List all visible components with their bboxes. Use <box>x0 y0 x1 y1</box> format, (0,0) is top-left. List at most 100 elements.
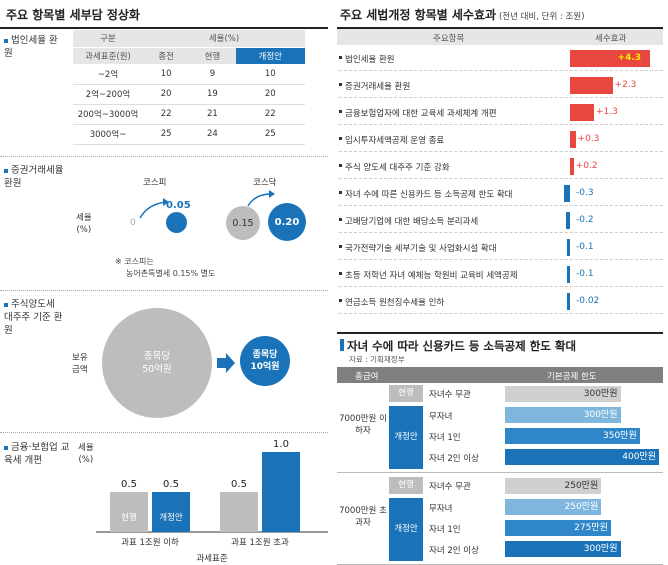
kosdaq-label: 코스닥 <box>253 178 277 188</box>
row-marker <box>339 56 342 59</box>
row-label: 자녀 2인 이상 <box>429 454 479 464</box>
cell: 10 <box>235 64 305 85</box>
bar <box>262 452 300 532</box>
effect-label: 연금소득 원천징수세율 인하 <box>345 298 445 308</box>
kosdaq-from-circle: 0.15 <box>226 206 260 240</box>
bar-series-label: 현행 <box>121 512 137 523</box>
cell: 3000억~ <box>73 124 143 145</box>
th-col-prev: 종전 <box>143 47 190 65</box>
row-marker <box>339 299 342 302</box>
kospi-dot <box>166 212 187 233</box>
effect-bar <box>564 185 570 202</box>
right-title: 주요 세법개정 항목별 세수효과 <box>340 8 497 22</box>
effect-label: 초등 저학년 자녀 예체능 학원비 교육비 세액공제 <box>345 271 518 281</box>
row-label: 자녀 2인 이상 <box>429 546 479 556</box>
effect-row: 증권거래세율 환원 +2.3 <box>339 72 663 98</box>
sec3-title: 주식양도세 대주주 기준 환원 <box>4 298 66 337</box>
arrow-icon <box>139 198 169 219</box>
card-rule <box>337 332 663 334</box>
divider <box>0 432 328 433</box>
cell: 19 <box>189 84 236 105</box>
row-label: 무자녀 <box>429 504 453 514</box>
effect-bar <box>570 158 574 175</box>
current-bar: 300만원 <box>505 386 621 402</box>
small-circle: 종목당 10억원 <box>240 336 290 386</box>
bar-value-label: 0.5 <box>163 479 179 490</box>
note-line1: ※ 코스피는 <box>115 257 154 266</box>
kosdaq-from: 0.15 <box>232 217 254 229</box>
holding-label: 보유 금액 <box>72 353 88 375</box>
row-label: 자녀수 무관 <box>429 390 471 400</box>
proposed-bar: 300만원 <box>505 407 621 423</box>
card-title-text: 자녀 수에 따라 신용카드 등 소득공제 한도 확대 <box>347 339 577 353</box>
th-rate: 세율(%) <box>143 30 305 48</box>
row-marker <box>339 83 342 86</box>
bar-value-label: 0.5 <box>231 479 247 490</box>
card-header: 총급여 기본공제 한도 <box>337 367 663 383</box>
effect-value: +2.3 <box>614 80 637 90</box>
card-col2: 기본공제 한도 <box>547 372 597 382</box>
effect-bar <box>567 239 570 256</box>
proposed-bar: 300만원 <box>505 541 621 557</box>
effect-label: 금융보험업자에 대한 교육세 과세체계 개편 <box>345 109 497 119</box>
big-circle-line2: 50억원 <box>142 364 172 375</box>
effect-row: 금융보험업자에 대한 교육세 과세체계 개편 +1.3 <box>339 99 663 125</box>
left-title-rule <box>0 27 328 29</box>
effect-bar <box>570 77 613 94</box>
sec1-title: 법인세율 환원 <box>4 34 66 60</box>
bullet-icon <box>340 339 344 351</box>
card-source: 자료 : 기획재정부 <box>349 355 405 364</box>
bar-series-label: 개정안 <box>159 512 183 523</box>
effect-value: +0.3 <box>577 134 600 144</box>
effect-value: +0.2 <box>575 161 598 171</box>
cell: ~2억 <box>73 64 143 85</box>
current-tag: 현행 <box>389 477 423 494</box>
row-marker <box>339 272 342 275</box>
sec4-title: 금융·보험업 교육세 개편 <box>4 441 76 467</box>
th-base: 과세표준(원) <box>73 47 143 65</box>
x-tick-label: 과표 1조원 이하 <box>121 537 179 548</box>
rate-label: 세율 (%) <box>76 212 92 236</box>
th-group: 구분 <box>73 30 143 48</box>
effect-label: 법인세율 환원 <box>345 55 395 65</box>
effect-bar <box>566 212 570 229</box>
effect-row: 법인세율 환원 +4.3 <box>339 45 663 71</box>
effect-row: 초등 저학년 자녀 예체능 학원비 교육비 세액공제 -0.1 <box>339 261 663 287</box>
big-circle-line1: 종목당 <box>143 351 171 362</box>
bar <box>152 492 190 532</box>
cell: 10 <box>143 64 190 85</box>
kospi-to: 0.05 <box>166 200 191 211</box>
effect-value: +4.3 <box>617 53 642 63</box>
arrow-icon <box>247 190 275 207</box>
effect-value: -0.1 <box>576 242 594 252</box>
bar-value-label: 1.0 <box>273 439 289 450</box>
effect-label: 고배당기업에 대한 배당소득 분리과세 <box>345 217 479 227</box>
effect-value: -0.1 <box>576 269 594 279</box>
effect-label: 자녀 수에 따른 신용카드 등 소득공제 한도 확대 <box>345 190 513 200</box>
current-bar: 250만원 <box>505 478 602 494</box>
effect-table: 법인세율 환원 +4.3 증권거래세율 환원 +2.3 금융보험업자에 대한 교육세 과… <box>339 45 663 315</box>
bar <box>220 492 258 532</box>
cell: 9 <box>189 64 236 85</box>
group-name: 7000만원 이하자 <box>339 414 387 436</box>
arrow-right-icon <box>217 353 235 373</box>
col-effect: 세수효과 <box>595 34 627 44</box>
rate-label-text: 세율 <box>76 213 92 223</box>
x-axis-label: 과세표준 <box>196 554 227 563</box>
card-section <box>337 332 663 334</box>
cell: 25 <box>143 124 190 145</box>
row-marker <box>339 137 342 140</box>
effect-bar <box>567 266 570 283</box>
bar <box>110 492 148 532</box>
row-marker <box>339 110 342 113</box>
effect-bar <box>570 104 595 121</box>
left-title: 주요 항목별 세부담 정상화 <box>6 8 140 22</box>
right-title-rule <box>337 27 663 29</box>
effect-bar <box>570 50 650 67</box>
small-circle-line2: 10억원 <box>250 362 280 372</box>
table-row: ~2억 10 9 10 <box>73 64 305 85</box>
card-title: 자녀 수에 따라 신용카드 등 소득공제 한도 확대 <box>340 338 576 354</box>
effect-row: 고배당기업에 대한 배당소득 분리과세 -0.2 <box>339 207 663 233</box>
sec4-yunit-text: (%) <box>78 455 94 465</box>
